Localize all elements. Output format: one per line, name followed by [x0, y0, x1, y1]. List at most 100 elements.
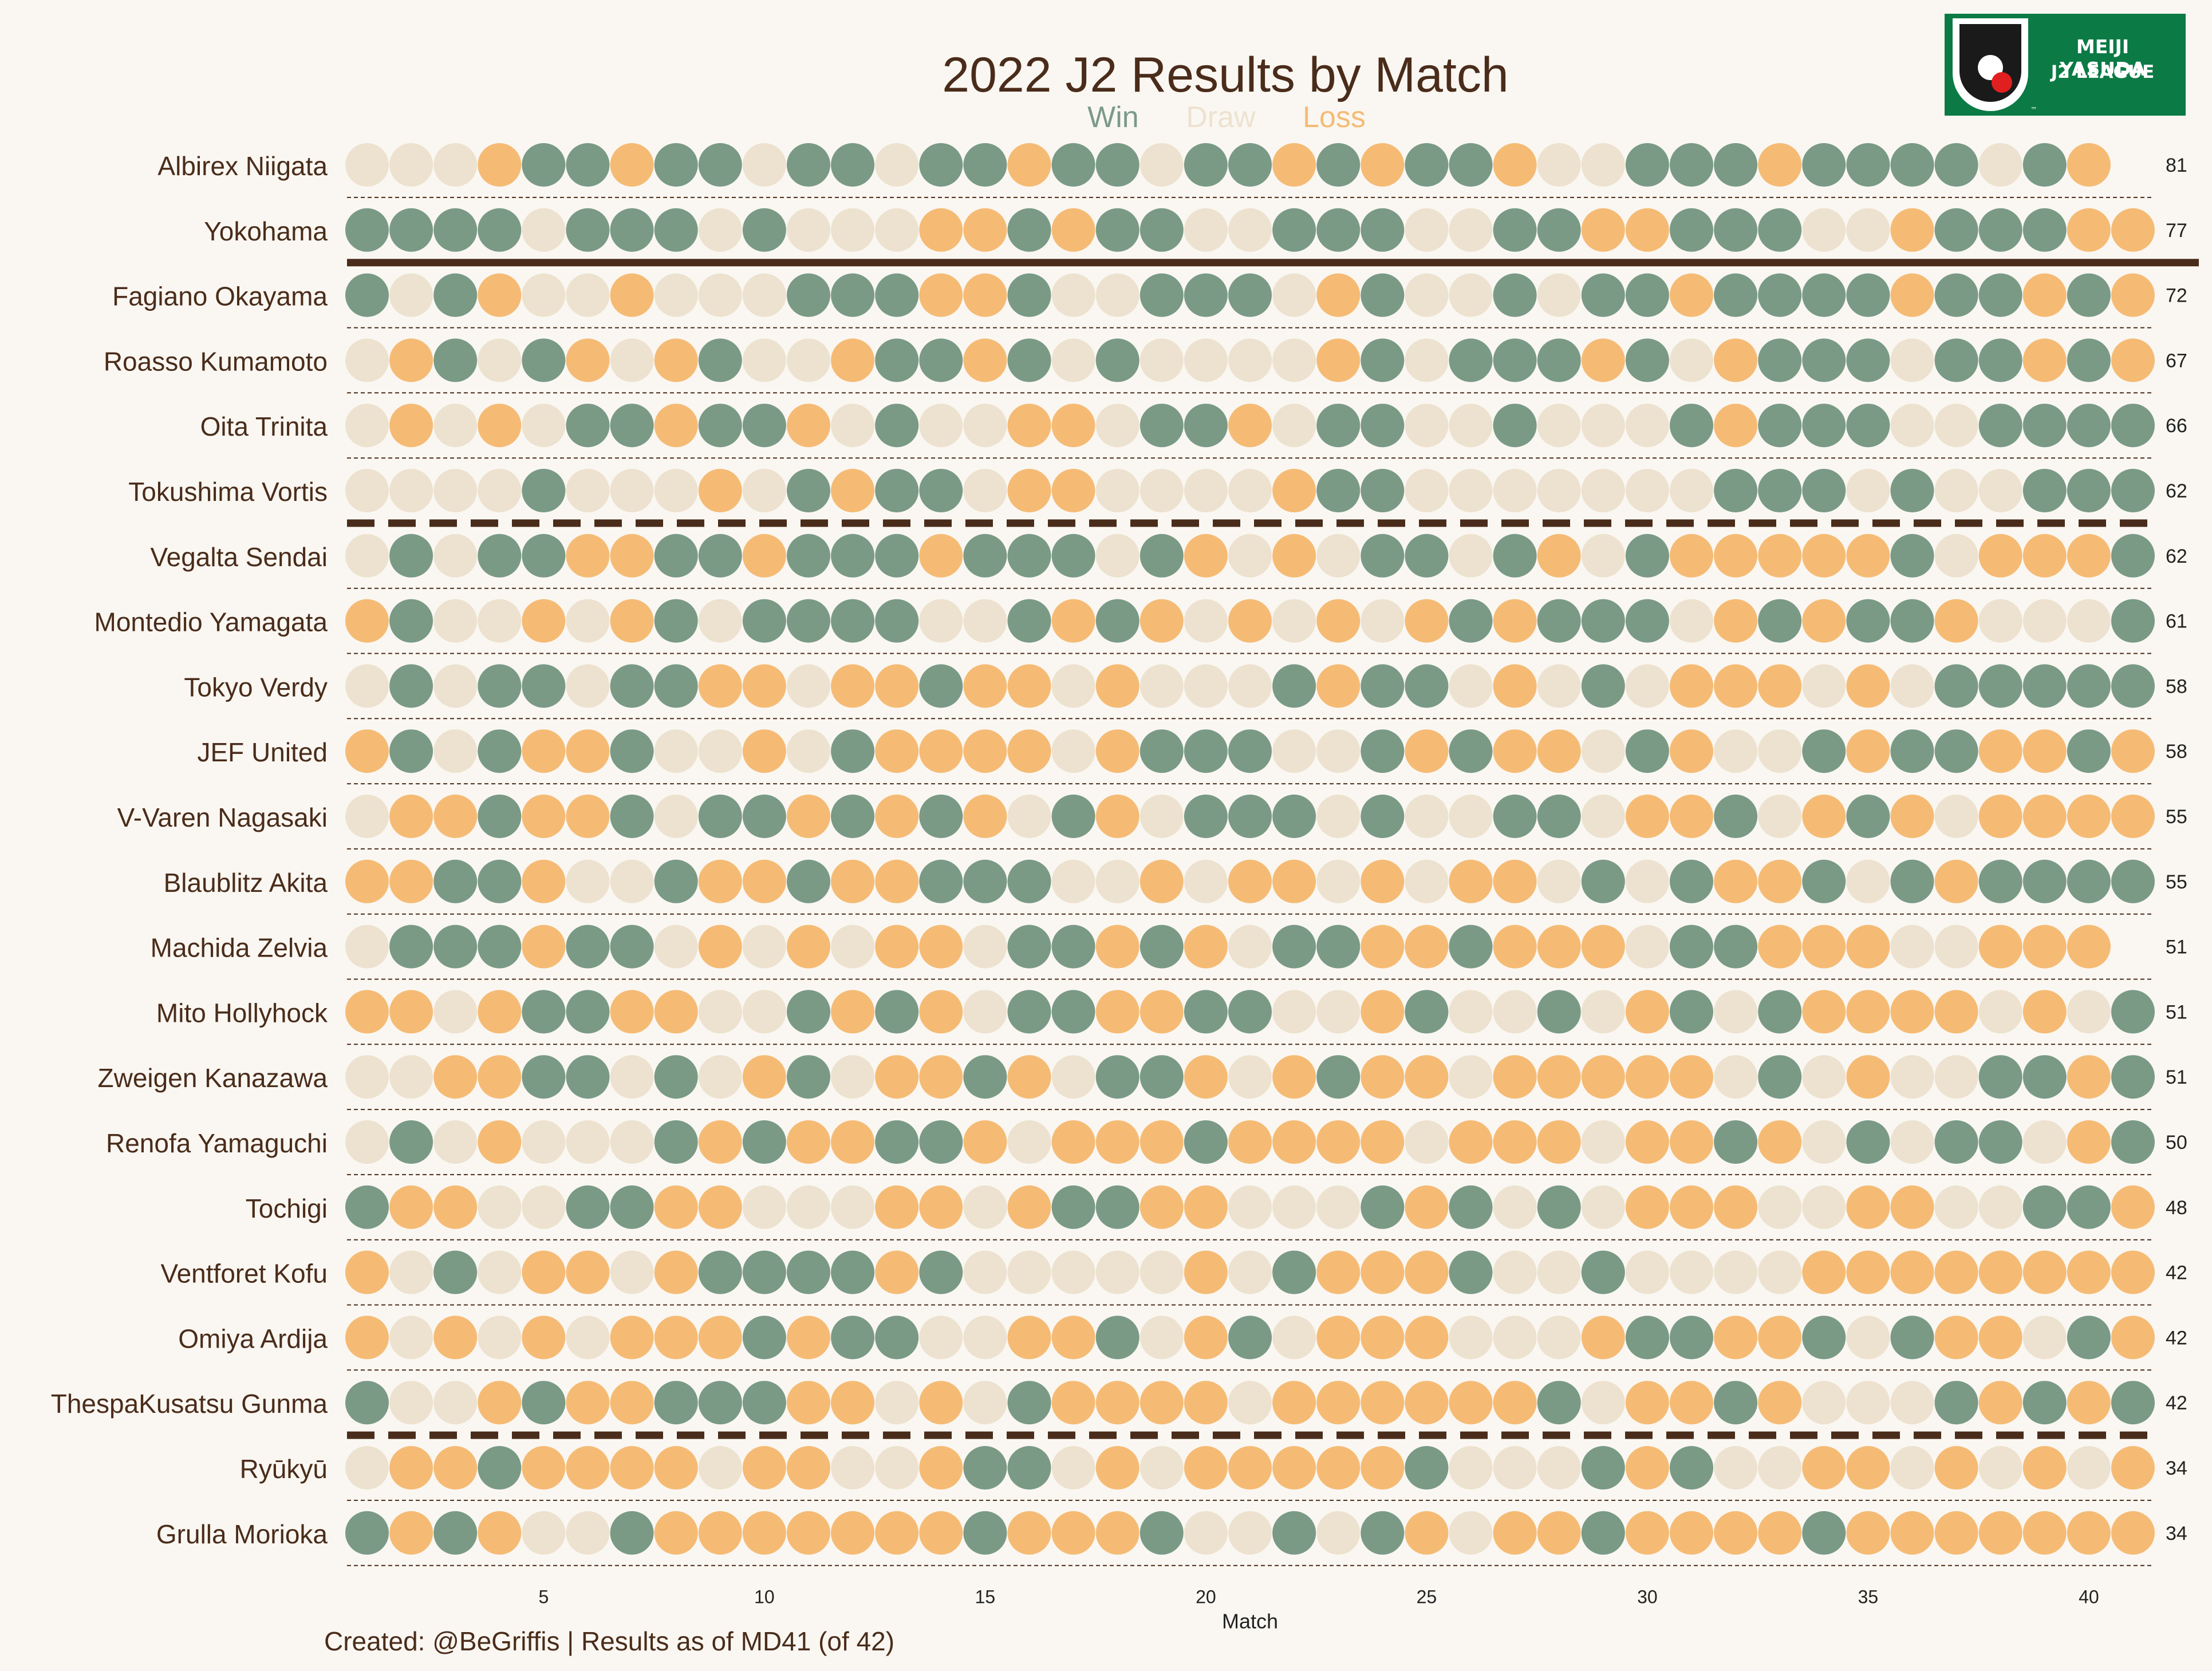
result-dot-win	[478, 208, 522, 252]
result-dot-loss	[433, 1316, 478, 1360]
result-dot-loss	[1272, 1120, 1316, 1164]
result-dot-win	[1184, 273, 1228, 317]
result-dot-win	[875, 599, 919, 643]
result-dot-win	[1758, 599, 1802, 643]
result-dot-loss	[654, 990, 698, 1034]
result-dot-loss	[2111, 729, 2155, 773]
result-dot-draw	[1139, 338, 1184, 382]
result-dot-win	[1714, 1120, 1758, 1164]
result-dot-loss	[1405, 925, 1449, 969]
result-dot-win	[1670, 859, 1713, 903]
result-dot-win	[1978, 273, 2022, 317]
result-dot-draw	[610, 1055, 654, 1099]
result-dot-draw	[1934, 534, 1978, 578]
result-dot-loss	[522, 859, 566, 903]
result-dot-loss	[1846, 534, 1890, 578]
result-dot-win	[1934, 729, 1978, 773]
result-dot-loss	[1802, 534, 1846, 578]
result-dot-draw	[1184, 338, 1228, 382]
result-dot-loss	[831, 338, 875, 382]
result-dot-draw	[1449, 534, 1493, 578]
result-dot-draw	[1449, 469, 1493, 512]
result-dot-loss	[1714, 599, 1758, 643]
result-dot-win	[1095, 1185, 1139, 1229]
result-dot-loss	[478, 1055, 522, 1099]
result-dot-loss	[1095, 990, 1139, 1034]
result-dot-draw	[1890, 1446, 1934, 1490]
result-dot-win	[1670, 208, 1713, 252]
result-dot-win	[1978, 404, 2022, 448]
result-dot-draw	[1758, 1185, 1802, 1229]
points-label: 77	[2166, 220, 2187, 242]
x-tick-label: 25	[1417, 1587, 1437, 1607]
result-dot-loss	[1625, 1120, 1669, 1164]
result-dot-loss	[919, 1381, 963, 1425]
result-dot-draw	[1449, 664, 1493, 708]
result-dot-win	[1449, 599, 1493, 643]
result-dot-win	[742, 1316, 786, 1360]
result-dot-win	[522, 338, 566, 382]
result-dot-loss	[1934, 859, 1978, 903]
team-name-label: Ventforet Kofu	[160, 1259, 328, 1289]
result-dot-loss	[433, 1185, 478, 1229]
result-dot-win	[433, 1511, 478, 1555]
result-dot-draw	[1758, 795, 1802, 838]
result-dot-draw	[1228, 1250, 1272, 1294]
result-dot-win	[1890, 1316, 1934, 1360]
result-dot-win	[1449, 925, 1493, 969]
result-dot-loss	[1714, 664, 1758, 708]
result-dot-win	[522, 469, 566, 512]
result-dot-loss	[1493, 143, 1537, 187]
result-dot-draw	[433, 990, 478, 1034]
result-dot-loss	[1272, 1446, 1316, 1490]
result-dot-win	[2111, 404, 2155, 448]
result-dot-win	[389, 664, 433, 708]
result-dot-win	[478, 859, 522, 903]
result-dot-loss	[919, 729, 963, 773]
result-dot-loss	[654, 1316, 698, 1360]
result-dot-win	[1670, 990, 1713, 1034]
result-dot-draw	[1581, 1185, 1625, 1229]
result-dot-loss	[1493, 1381, 1537, 1425]
result-dot-loss	[2022, 1446, 2067, 1490]
result-dot-win	[698, 1250, 742, 1294]
result-dot-draw	[1272, 599, 1316, 643]
result-dot-draw	[1405, 469, 1449, 512]
result-dot-loss	[1978, 534, 2022, 578]
result-dot-loss	[1405, 729, 1449, 773]
result-dot-loss	[1316, 273, 1361, 317]
result-dot-draw	[1934, 404, 1978, 448]
result-dot-win	[1361, 795, 1405, 838]
result-dot-draw	[1316, 534, 1361, 578]
result-dot-draw	[345, 534, 389, 578]
result-dot-loss	[1846, 729, 1890, 773]
result-dot-draw	[345, 925, 389, 969]
result-dot-win	[875, 534, 919, 578]
result-dot-loss	[919, 1055, 963, 1099]
result-dot-win	[1272, 664, 1316, 708]
result-dot-draw	[1272, 273, 1316, 317]
result-dot-loss	[522, 599, 566, 643]
result-dot-loss	[1934, 1446, 1978, 1490]
result-dot-win	[1007, 599, 1051, 643]
result-dot-draw	[1625, 925, 1669, 969]
result-dot-draw	[742, 990, 786, 1034]
result-dot-loss	[1316, 1250, 1361, 1294]
result-dot-win	[478, 925, 522, 969]
team-name-label: ThespaKusatsu Gunma	[51, 1389, 328, 1419]
result-dot-win	[566, 1055, 610, 1099]
result-dot-loss	[1272, 1381, 1316, 1425]
result-dot-draw	[1846, 469, 1890, 512]
result-dot-win	[654, 1055, 698, 1099]
result-dot-win	[1934, 664, 1978, 708]
result-dot-draw	[1625, 404, 1669, 448]
result-dot-loss	[1007, 1185, 1051, 1229]
result-dot-draw	[654, 925, 698, 969]
result-dot-loss	[1758, 664, 1802, 708]
result-dot-draw	[1139, 469, 1184, 512]
result-dot-win	[1361, 208, 1405, 252]
result-dot-draw	[1537, 143, 1581, 187]
result-dot-win	[1139, 534, 1184, 578]
result-dot-loss	[1978, 795, 2022, 838]
result-dot-win	[1802, 273, 1846, 317]
